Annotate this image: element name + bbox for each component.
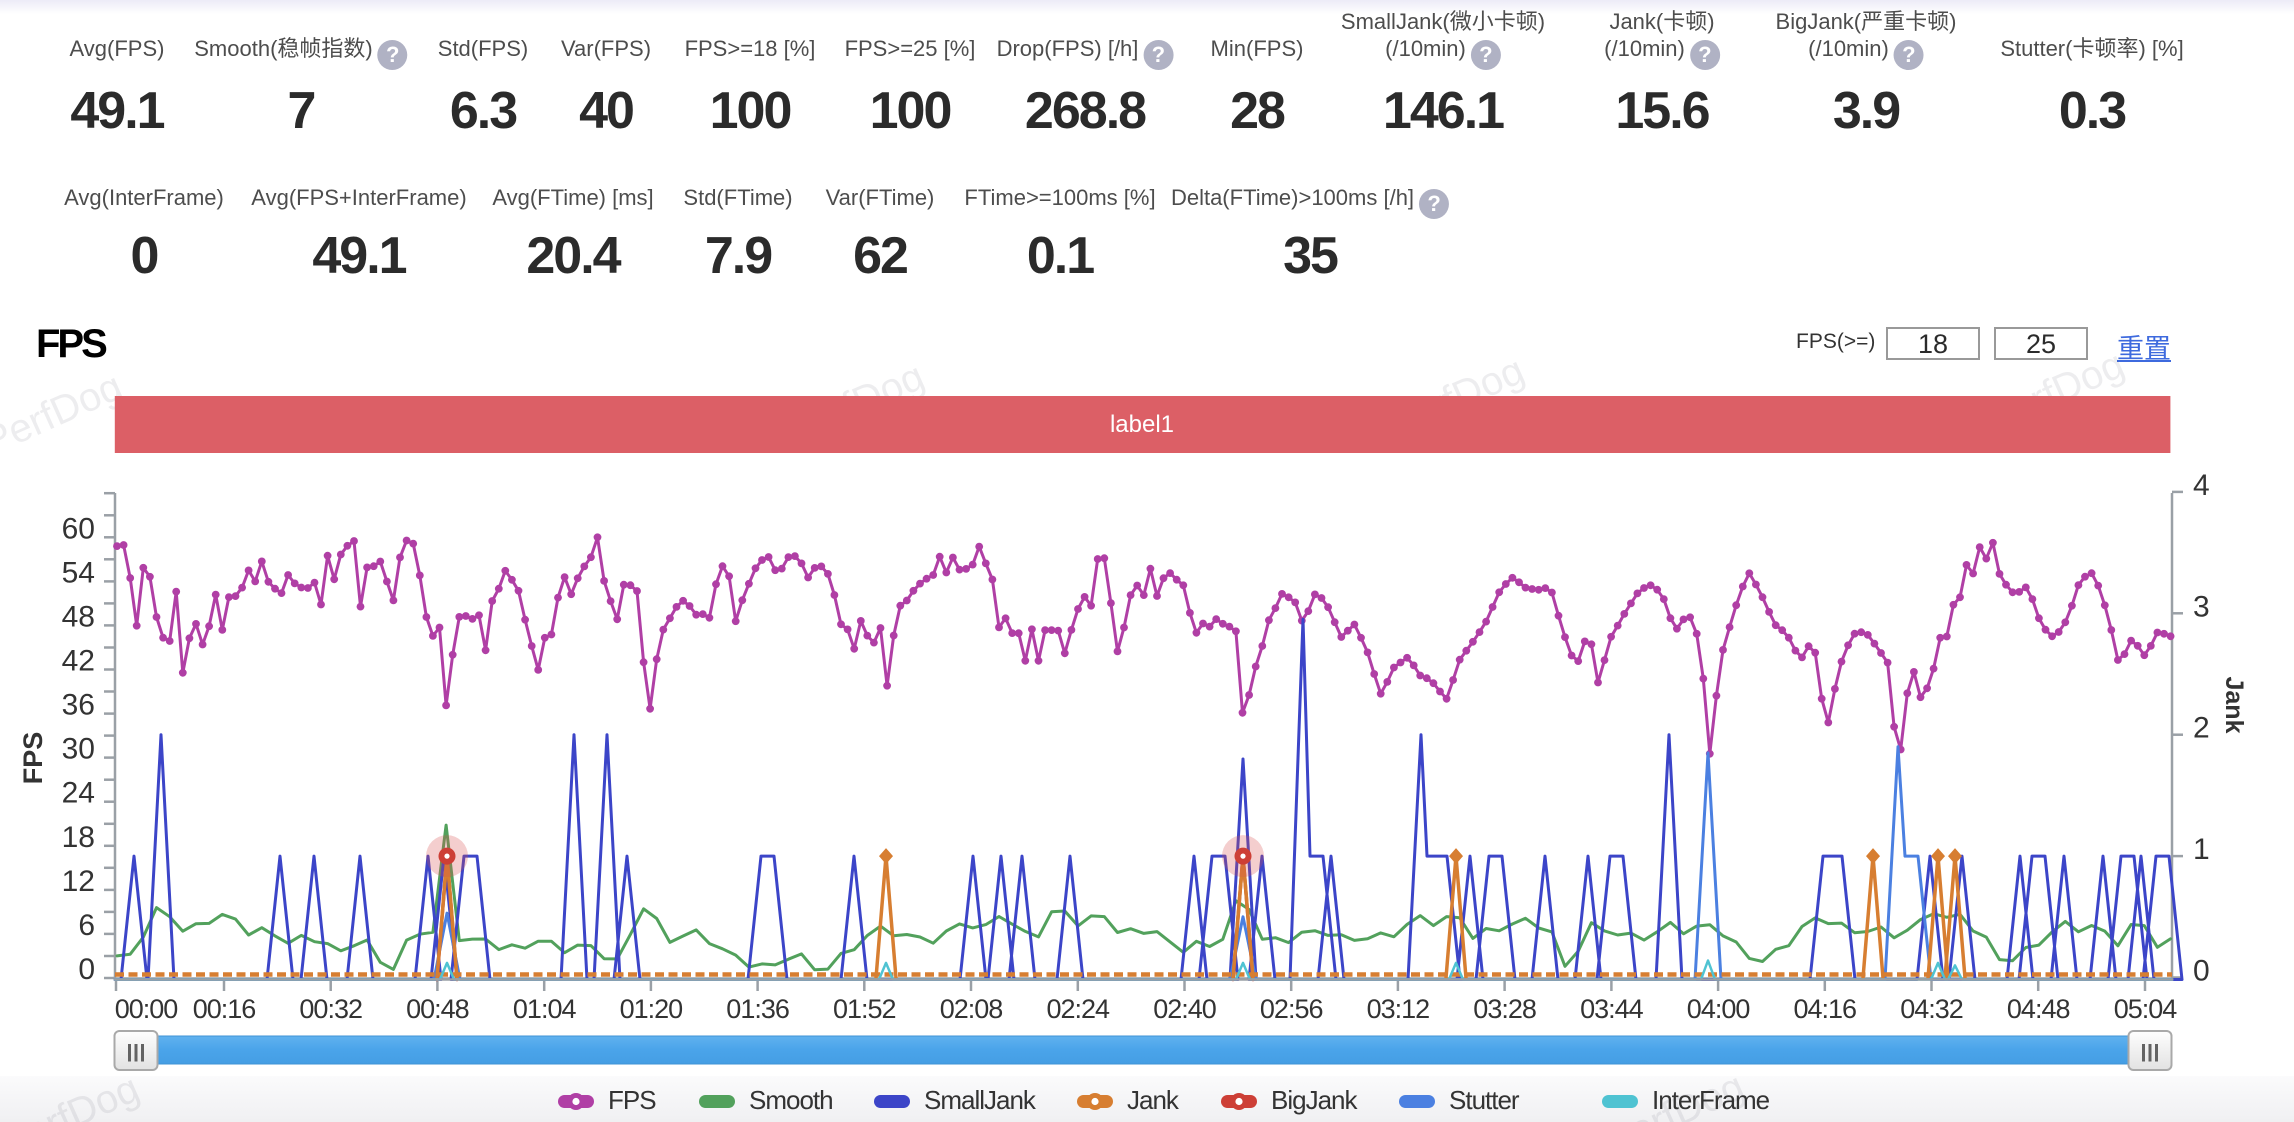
svg-text:Jank: Jank [1127, 1085, 1180, 1115]
svg-text:42: 42 [62, 645, 95, 678]
svg-text:00:48: 00:48 [406, 994, 469, 1024]
svg-text:01:04: 01:04 [513, 994, 577, 1024]
svg-text:01:52: 01:52 [833, 994, 896, 1024]
svg-text:2: 2 [2193, 712, 2210, 745]
svg-text:60: 60 [62, 512, 95, 545]
svg-text:4: 4 [2193, 469, 2210, 502]
svg-text:02:24: 02:24 [1047, 994, 1111, 1024]
svg-text:1: 1 [2193, 833, 2210, 866]
svg-text:54: 54 [62, 556, 95, 589]
svg-text:PerfDog: PerfDog [0, 364, 129, 464]
svg-text:04:16: 04:16 [1794, 994, 1857, 1024]
svg-text:02:40: 02:40 [1153, 994, 1216, 1024]
svg-text:03:12: 03:12 [1367, 994, 1430, 1024]
svg-text:00:32: 00:32 [299, 994, 362, 1024]
svg-text:FPS: FPS [608, 1085, 656, 1115]
svg-text:BigJank: BigJank [1271, 1085, 1358, 1115]
svg-text:6: 6 [78, 909, 95, 942]
svg-text:12: 12 [62, 865, 95, 898]
svg-text:02:08: 02:08 [940, 994, 1003, 1024]
svg-text:SmallJank: SmallJank [924, 1085, 1037, 1115]
svg-text:3: 3 [2193, 590, 2210, 623]
svg-text:04:00: 04:00 [1687, 994, 1750, 1024]
svg-text:00:16: 00:16 [193, 994, 256, 1024]
svg-text:36: 36 [62, 689, 95, 722]
svg-text:04:48: 04:48 [2007, 994, 2070, 1024]
svg-text:30: 30 [62, 733, 95, 766]
svg-text:FPS: FPS [18, 732, 48, 785]
svg-text:0: 0 [78, 953, 95, 986]
svg-text:18: 18 [62, 821, 95, 854]
svg-text:04:32: 04:32 [1900, 994, 1963, 1024]
svg-text:48: 48 [62, 600, 95, 633]
svg-text:Smooth: Smooth [749, 1085, 833, 1115]
svg-text:03:44: 03:44 [1580, 994, 1644, 1024]
svg-text:InterFrame: InterFrame [1652, 1085, 1770, 1115]
svg-text:00:00: 00:00 [115, 994, 178, 1024]
svg-text:02:56: 02:56 [1260, 994, 1323, 1024]
svg-text:03:28: 03:28 [1473, 994, 1536, 1024]
svg-text:Stutter: Stutter [1449, 1085, 1520, 1115]
svg-text:01:36: 01:36 [726, 994, 789, 1024]
svg-text:Jank: Jank [2220, 677, 2248, 734]
svg-text:0: 0 [2193, 955, 2210, 988]
svg-text:05:04: 05:04 [2114, 994, 2178, 1024]
svg-text:01:20: 01:20 [620, 994, 683, 1024]
svg-text:24: 24 [62, 777, 95, 810]
svg-text:label1: label1 [1110, 411, 1174, 438]
